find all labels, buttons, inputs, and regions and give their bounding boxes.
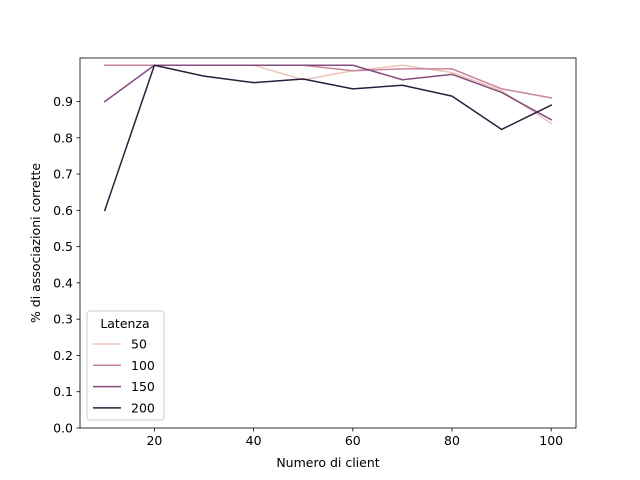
series-line-150 [103, 64, 553, 121]
series-line-200 [103, 64, 553, 212]
y-tick-label: 0.9 [53, 94, 73, 109]
y-tick-label: 0.4 [53, 275, 73, 290]
legend: Latenza 50 100 150 200 [86, 310, 165, 421]
y-tick-label: 0.1 [53, 384, 73, 399]
y-tick-label: 0.3 [53, 312, 73, 327]
x-tick-label: 80 [444, 433, 460, 448]
legend-title: Latenza [100, 316, 149, 331]
y-tick-label: 0.5 [53, 239, 73, 254]
legend-label-100: 100 [131, 358, 155, 373]
x-tick-label: 60 [345, 433, 361, 448]
legend-entries: 50 100 150 200 [93, 337, 155, 415]
legend-label-150: 150 [131, 379, 155, 394]
x-axis-label: Numero di client [276, 455, 379, 470]
y-axis-label: % di associazioni corrette [28, 163, 43, 323]
y-tick-label: 0.8 [53, 130, 73, 145]
legend-box [86, 310, 165, 421]
y-tick-label: 0.0 [53, 421, 73, 436]
legend-label-200: 200 [131, 400, 155, 415]
y-tick-label: 0.2 [53, 348, 73, 363]
x-tick-label: 20 [146, 433, 162, 448]
y-tick-label: 0.6 [53, 203, 73, 218]
y-tick-label: 0.7 [53, 167, 73, 182]
x-axis: 20 40 60 80 100 [146, 428, 563, 448]
legend-label-50: 50 [131, 337, 147, 352]
y-axis: 0.0 0.1 0.2 0.3 0.4 0.5 0.6 0.7 0.8 0.9 [53, 94, 80, 436]
x-tick-label: 40 [246, 433, 262, 448]
x-tick-label: 100 [539, 433, 563, 448]
series-layer [103, 64, 553, 212]
plot-frame [79, 57, 577, 429]
